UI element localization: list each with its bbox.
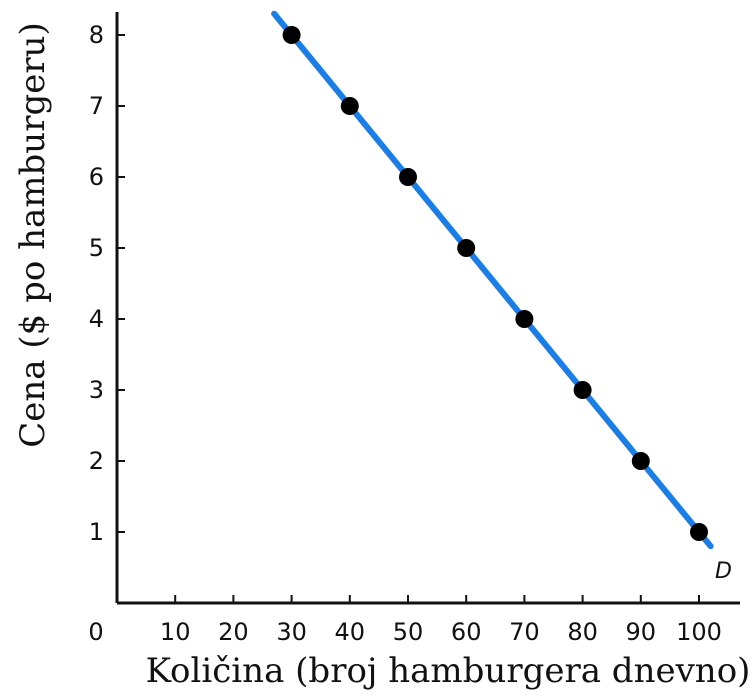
x-tick-label: 30 xyxy=(276,618,307,646)
x-tick-label: 100 xyxy=(676,618,722,646)
data-point xyxy=(690,523,708,541)
data-point xyxy=(340,97,359,115)
x-tick-label: 90 xyxy=(626,618,657,646)
y-axis-title: Cena ($ po hamburgeru) xyxy=(13,22,53,447)
origin-label: 0 xyxy=(88,618,103,646)
y-tick-label: 5 xyxy=(89,234,104,262)
x-tick-label: 40 xyxy=(335,618,366,646)
y-tick-label: 8 xyxy=(89,21,104,49)
series-layer xyxy=(271,10,714,550)
data-point xyxy=(631,452,650,470)
x-axis-title: Količina (broj hamburgera dnevno) xyxy=(146,651,751,691)
y-tick-label: 6 xyxy=(89,163,104,191)
x-ticks: 10 20 30 40 50 60 70 80 90 100 xyxy=(160,595,722,646)
axes xyxy=(115,12,740,605)
x-tick-label: 80 xyxy=(567,618,598,646)
y-tick-label: 3 xyxy=(89,376,104,404)
y-tick-label: 4 xyxy=(89,305,104,333)
x-tick-label: 70 xyxy=(509,618,540,646)
x-tick-label: 20 xyxy=(218,618,249,646)
data-point xyxy=(573,381,592,399)
y-tick-label: 7 xyxy=(89,92,104,120)
x-tick-label: 50 xyxy=(393,618,424,646)
demand-curve-label: D xyxy=(715,559,732,584)
x-tick-label: 60 xyxy=(451,618,482,646)
data-point xyxy=(457,239,476,257)
data-point xyxy=(282,26,301,44)
y-tick-label: 1 xyxy=(89,518,104,546)
data-point xyxy=(399,168,417,186)
y-tick-label: 2 xyxy=(89,447,104,475)
y-ticks: 1 2 3 4 5 6 7 8 xyxy=(89,21,125,546)
x-tick-label: 10 xyxy=(160,618,191,646)
data-point xyxy=(515,310,534,328)
